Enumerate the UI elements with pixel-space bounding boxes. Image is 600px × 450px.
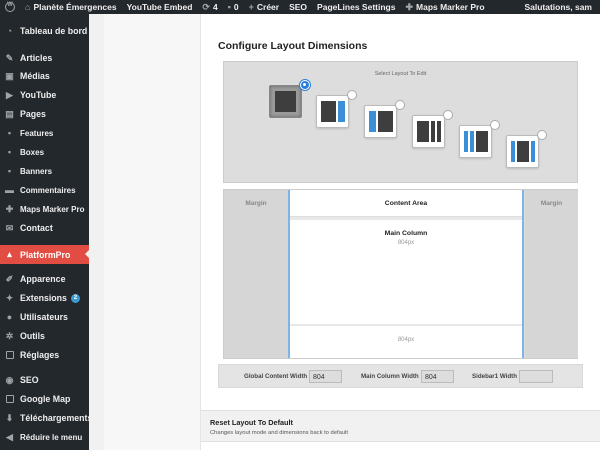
sidebar-item-pages[interactable]: ▤ Pages bbox=[5, 108, 46, 119]
sidebar-item-comments[interactable]: ▬ Commentaires bbox=[5, 184, 76, 195]
wordpress-logo-icon[interactable] bbox=[0, 0, 20, 14]
site-name-link[interactable]: ⌂ Planète Émergences bbox=[25, 2, 117, 12]
layout-option-full-width[interactable] bbox=[269, 80, 310, 118]
features-icon: ▪ bbox=[7, 127, 12, 138]
sidebar-item-settings[interactable]: Réglages bbox=[0, 346, 89, 364]
sidebar-item-medias[interactable]: ▣ Médias bbox=[5, 70, 50, 81]
mail-icon: ✉ bbox=[5, 222, 14, 233]
main-column-area[interactable]: Main Column 804px bbox=[290, 220, 522, 324]
updates-icon: ⟳ bbox=[202, 1, 210, 12]
radio-icon bbox=[537, 130, 547, 140]
reset-layout-title: Reset Layout To Default bbox=[210, 418, 293, 427]
settings-tab-column bbox=[104, 14, 201, 450]
banners-icon: ▪ bbox=[7, 165, 12, 176]
main-column-width-field-label: Main Column Width bbox=[361, 373, 419, 380]
dashboard-icon: ◔ bbox=[6, 25, 13, 36]
map-marker-icon: ✚ bbox=[5, 203, 14, 214]
youtube-embed-link[interactable]: YouTube Embed bbox=[126, 2, 193, 12]
boxes-icon: ▪ bbox=[7, 146, 12, 157]
wrench-icon: ✲ bbox=[5, 330, 14, 341]
layout-dimensions-preview: Margin Content Area Main Column 804px 80… bbox=[223, 189, 578, 359]
sidebar-item-seo[interactable]: ◉ SEO bbox=[5, 374, 39, 385]
sidebar1-width-input[interactable] bbox=[519, 370, 553, 383]
map-marker-icon: ✚ bbox=[405, 1, 414, 12]
download-icon: ⬇ bbox=[5, 412, 14, 423]
sidebar-item-extensions[interactable]: ✦ Extensions 2 bbox=[0, 289, 89, 307]
radio-icon bbox=[443, 110, 453, 120]
new-content-link[interactable]: + Créer bbox=[248, 2, 280, 12]
layout-option-sidebar-content-sidebar[interactable] bbox=[506, 130, 547, 168]
width-controls: Global Content Width 804 Main Column Wid… bbox=[218, 364, 583, 388]
pagelines-settings-link[interactable]: PageLines Settings bbox=[317, 2, 396, 12]
update-count-badge: 2 bbox=[70, 293, 80, 303]
sidebar-item-features[interactable]: ▪ Features bbox=[0, 124, 89, 142]
collapse-menu-button[interactable]: ◀ Réduire le menu bbox=[6, 431, 83, 442]
user-greeting[interactable]: Salutations, sam bbox=[524, 2, 592, 12]
global-width-label: Global Content Width bbox=[244, 373, 308, 380]
sidebar-item-maps-marker-pro[interactable]: ✚ Maps Marker Pro bbox=[5, 203, 85, 214]
content-area-label: Content Area bbox=[290, 190, 522, 217]
sidebar-width-label: 804px bbox=[397, 337, 415, 343]
reset-layout-description: Changes layout mode and dimensions back … bbox=[210, 430, 348, 436]
layout-option-content-sidebar[interactable] bbox=[316, 90, 357, 128]
sidebar-item-contact[interactable]: ✉ Contact bbox=[5, 222, 53, 233]
main-column-width-label: 804px bbox=[397, 240, 415, 246]
sidebar-item-apparence[interactable]: ✐ Apparence bbox=[5, 273, 66, 284]
layout-option-content-two-sidebars[interactable] bbox=[412, 110, 453, 148]
youtube-icon: ▶ bbox=[6, 89, 13, 100]
layout-option-sidebar-content[interactable] bbox=[364, 100, 405, 138]
comment-icon: ▪ bbox=[227, 2, 231, 12]
comments-link[interactable]: ▪ 0 bbox=[227, 2, 239, 12]
radio-icon bbox=[347, 90, 357, 100]
sidebar-item-tools[interactable]: ✲ Outils bbox=[5, 330, 45, 341]
google-map-icon bbox=[5, 394, 14, 404]
layout-option-two-sidebars-content[interactable] bbox=[459, 120, 500, 158]
selected-radio-icon bbox=[300, 80, 310, 90]
radio-icon bbox=[395, 100, 405, 110]
settings-icon bbox=[5, 350, 14, 360]
right-margin-area: Margin bbox=[525, 190, 578, 358]
layout-selector: Select Layout To Edit bbox=[223, 61, 578, 183]
global-width-input[interactable]: 804 bbox=[309, 370, 342, 383]
sidebar-item-downloads[interactable]: ⬇ Téléchargements bbox=[5, 412, 93, 423]
sidebar-area[interactable]: 804px bbox=[290, 326, 522, 358]
plus-icon: + bbox=[248, 2, 254, 12]
sidebar-item-boxes[interactable]: ▪ Boxes bbox=[0, 143, 89, 161]
brush-icon: ✐ bbox=[5, 273, 14, 284]
admin-bar: ⌂Planète Émergences YouTube Embed ⟳4 ▪0 … bbox=[0, 0, 600, 14]
left-margin-area: Margin bbox=[224, 190, 288, 358]
users-icon: ● bbox=[6, 311, 13, 322]
panel-title: Configure Layout Dimensions bbox=[218, 40, 368, 52]
seo-icon: ◉ bbox=[5, 374, 14, 385]
sidebar-item-articles[interactable]: ✎ Articles bbox=[5, 52, 53, 63]
sidebar-item-youtube[interactable]: ▶ YouTube bbox=[6, 89, 57, 100]
pin-icon: ✎ bbox=[5, 52, 14, 63]
sidebar-item-banners[interactable]: ▪ Banners bbox=[0, 162, 89, 180]
maps-marker-pro-link[interactable]: ✚ Maps Marker Pro bbox=[405, 1, 485, 13]
sidebar-item-dashboard[interactable]: ◔ Tableau de bord bbox=[6, 25, 88, 36]
updates-link[interactable]: ⟳ 4 bbox=[202, 1, 218, 13]
radio-icon bbox=[490, 120, 500, 130]
reset-layout-option[interactable]: Reset Layout To Default Changes layout m… bbox=[201, 410, 600, 442]
sidebar-item-platformpro[interactable]: ▴ PlatformPro bbox=[0, 245, 89, 264]
platform-icon: ▴ bbox=[7, 249, 12, 259]
admin-sidebar: ◔ Tableau de bord ✎ Articles ▣ Médias ▶ YouT… bbox=[0, 14, 93, 450]
sidebar-item-google-map[interactable]: Google Map bbox=[0, 390, 89, 408]
comments-icon: ▬ bbox=[5, 184, 14, 195]
home-icon: ⌂ bbox=[25, 2, 31, 12]
content-area[interactable]: Content Area Main Column 804px 804px bbox=[288, 190, 524, 358]
plugin-icon: ✦ bbox=[5, 292, 14, 303]
seo-link[interactable]: SEO bbox=[289, 2, 308, 12]
main-column-width-input[interactable]: 804 bbox=[421, 370, 454, 383]
select-layout-label: Select Layout To Edit bbox=[374, 71, 427, 77]
content-gutter bbox=[89, 14, 104, 450]
main-column-label: Main Column bbox=[384, 230, 428, 237]
media-icon: ▣ bbox=[5, 70, 14, 81]
pages-icon: ▤ bbox=[5, 108, 14, 119]
sidebar-item-users[interactable]: ● Utilisateurs bbox=[6, 311, 68, 322]
collapse-icon: ◀ bbox=[6, 431, 13, 442]
sidebar1-width-label: Sidebar1 Width bbox=[472, 373, 517, 380]
